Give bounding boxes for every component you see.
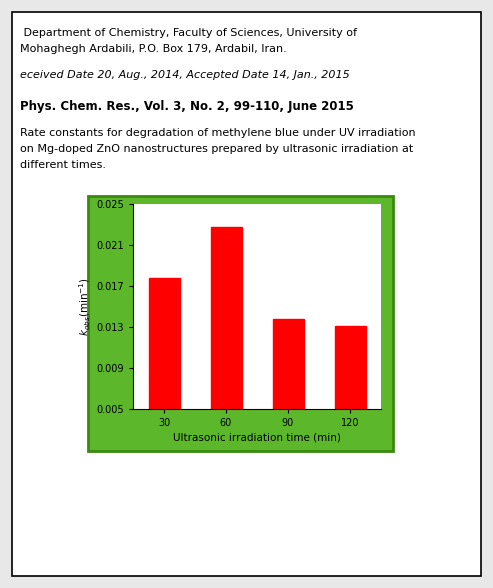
Text: eceived Date 20, Aug., 2014, Accepted Date 14, Jan., 2015: eceived Date 20, Aug., 2014, Accepted Da…	[20, 70, 350, 80]
Bar	[334, 326, 365, 460]
Bar	[273, 319, 304, 460]
Text: Department of Chemistry, Faculty of Sciences, University of: Department of Chemistry, Faculty of Scie…	[20, 28, 357, 38]
Y-axis label: $k_{obs}$(min$^{-1}$): $k_{obs}$(min$^{-1}$)	[78, 277, 94, 336]
Text: on Mg-doped ZnO nanostructures prepared by ultrasonic irradiation at: on Mg-doped ZnO nanostructures prepared …	[20, 144, 413, 154]
Text: different times.: different times.	[20, 160, 106, 170]
X-axis label: Ultrasonic irradiation time (min): Ultrasonic irradiation time (min)	[173, 432, 341, 442]
FancyBboxPatch shape	[12, 12, 481, 576]
Bar	[211, 226, 242, 460]
Bar	[148, 278, 179, 460]
Text: Phys. Chem. Res., Vol. 3, No. 2, 99-110, June 2015: Phys. Chem. Res., Vol. 3, No. 2, 99-110,…	[20, 100, 354, 113]
Text: Rate constants for degradation of methylene blue under UV irradiation: Rate constants for degradation of methyl…	[20, 128, 416, 138]
Text: Mohaghegh Ardabili, P.O. Box 179, Ardabil, Iran.: Mohaghegh Ardabili, P.O. Box 179, Ardabi…	[20, 44, 287, 54]
FancyBboxPatch shape	[88, 196, 393, 451]
